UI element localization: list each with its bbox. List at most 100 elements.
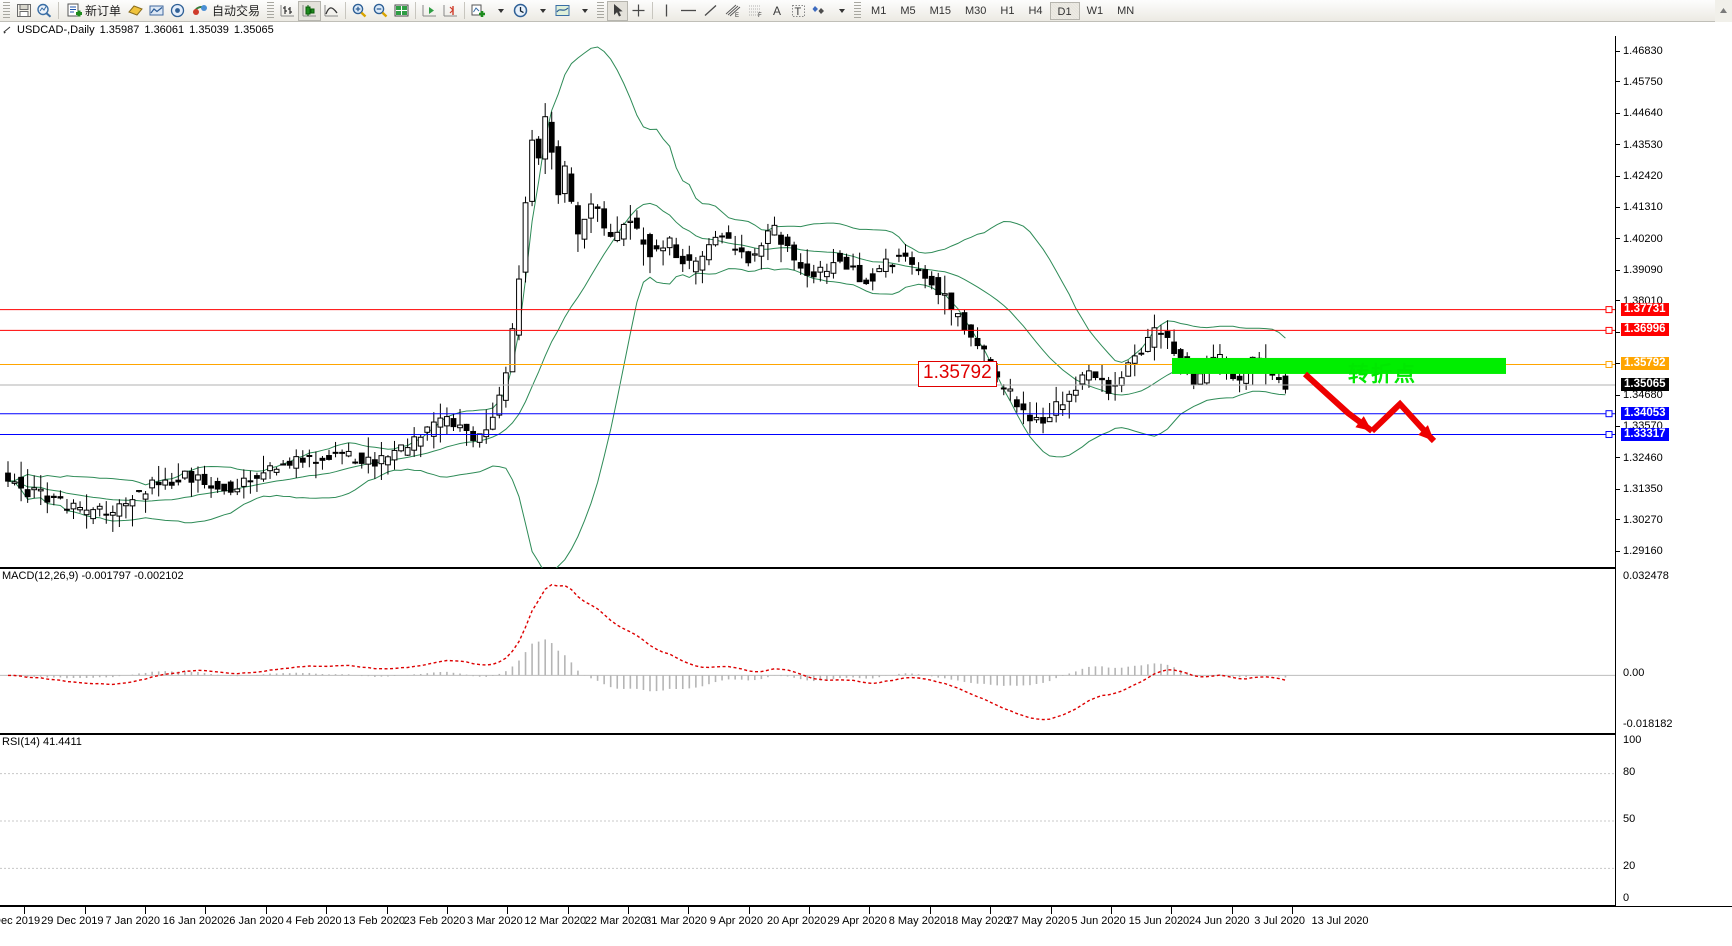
autoscroll-icon[interactable] [440,1,461,21]
time-tick-label: 31 Mar 2020 [645,915,707,927]
price-level-label-1.33317[interactable]: 1.33317 [1621,427,1669,441]
price-level-label-1.37731[interactable]: 1.37731 [1621,302,1669,316]
timeframe-m5[interactable]: M5 [900,4,916,17]
bar-chart-icon[interactable] [277,1,298,21]
crosshair-icon[interactable] [628,1,649,21]
toolbar-grip[interactable] [3,2,10,19]
time-tick-label: 20 Apr 2020 [767,915,827,927]
time-tick-mark [1110,907,1112,914]
svg-text:E: E [735,13,739,18]
time-tick-label: 13 Jul 2020 [1311,915,1369,927]
macd-pane[interactable]: MACD(12,26,9) -0.001797 -0.002102 [0,568,1615,734]
toolbar-grip-4[interactable] [854,2,862,19]
toolbar-separator-3 [415,2,417,19]
timeframe-w1[interactable]: W1 [1086,4,1104,17]
price-level-label-1.35065[interactable]: 1.35065 [1621,378,1669,392]
timeframe-m30[interactable]: M30 [965,4,987,17]
equidistant-channel-icon[interactable]: E [721,1,744,21]
shapes-icon[interactable] [809,1,830,21]
toolbar-grip-3[interactable] [597,2,605,19]
zoom-in-icon[interactable] [349,1,370,21]
red-down-arrow-2[interactable] [1369,399,1437,444]
toolbar-separator-5 [652,2,654,19]
time-tick-mark [809,907,811,914]
timeframe-h1[interactable]: H1 [1000,4,1015,17]
timeframe-m15[interactable]: M15 [929,4,951,17]
period-icon[interactable] [510,1,531,21]
time-tick-label: 4 Feb 2020 [285,915,342,927]
price-pane[interactable]: 1.35792 转折点 [0,36,1615,568]
macd-axis-zero: 0.00 [1623,667,1645,680]
text-icon[interactable]: A [767,1,788,21]
main-toolbar: 新订单 自动交易 [0,0,1732,22]
templates-dropdown-arrow[interactable] [573,1,594,21]
time-tick-label: 16 Jan 2020 [162,915,224,927]
chart-container[interactable]: 1.35792 转折点 MACD(12,26,9) -0.001797 -0.0… [0,36,1732,946]
shift-end-icon[interactable] [419,1,440,21]
time-tick-mark [326,907,328,914]
tile-windows-icon[interactable] [391,1,412,21]
price-tick: 1.46830 [1616,45,1663,57]
autotrading-button[interactable]: 自动交易 [188,1,264,21]
macd-label: MACD(12,26,9) -0.001797 -0.002102 [2,570,187,582]
timeframe-m1[interactable]: M1 [871,4,887,17]
time-tick-label: 24 Jun 2020 [1188,915,1250,927]
expert-advisor-icon[interactable] [125,1,146,21]
time-tick-label: 8 May 2020 [888,915,947,927]
price-level-label-1.35792[interactable]: 1.35792 [1621,357,1669,371]
time-tick-mark [1171,907,1173,914]
toolbar-separator-4 [464,2,466,19]
indicators-dropdown-arrow[interactable] [489,1,510,21]
time-tick-mark [929,907,931,914]
price-tick: 1.45750 [1616,76,1663,88]
time-tick-label: 9 Dec 2019 [0,915,41,927]
shapes-dropdown-arrow[interactable] [830,1,851,21]
timeframe-mn[interactable]: MN [1117,4,1135,17]
time-tick-mark [869,907,871,914]
fibonacci-retracement-icon[interactable]: F [744,1,767,21]
price-tick: 1.43530 [1616,139,1663,151]
text-label-icon[interactable]: T [788,1,809,21]
turning-point-annotation: 转折点 [1348,362,1417,386]
market-watch-icon[interactable] [34,1,55,21]
data-window-icon[interactable] [146,1,167,21]
rsi-axis-0: 0 [1623,892,1630,904]
rsi-pane[interactable]: RSI(14) 41.4411 [0,734,1615,906]
red-down-arrow-1[interactable] [1302,371,1374,434]
price-tick: 1.31350 [1616,483,1663,495]
new-order-button[interactable]: 新订单 [62,1,125,21]
horizontal-line-icon[interactable] [677,1,700,21]
green-zone-rectangle[interactable] [1172,357,1506,374]
window-scrollbar[interactable] [1715,0,1732,22]
zoom-out-icon[interactable] [370,1,391,21]
price-level-label-1.36996[interactable]: 1.36996 [1621,323,1669,337]
time-tick-mark [1292,907,1293,914]
time-tick-label: 23 Feb 2020 [403,915,466,927]
rsi-axis-100: 100 [1623,734,1642,746]
vertical-line-icon[interactable] [656,1,677,21]
time-tick-mark [507,907,509,914]
time-tick-mark [446,907,448,914]
save-icon[interactable] [13,1,34,21]
line-chart-icon[interactable] [321,1,342,21]
indicators-icon[interactable] [468,1,489,21]
timeframe-h4[interactable]: H4 [1028,4,1043,17]
time-tick-mark [990,907,992,914]
templates-icon[interactable] [552,1,573,21]
time-tick-mark [1231,907,1233,914]
timeframe-d1[interactable]: D1 [1049,1,1080,20]
candlestick-chart-icon[interactable] [298,0,322,21]
navigator-icon[interactable] [167,1,188,21]
price-tick: 1.41310 [1616,201,1663,213]
period-dropdown-arrow[interactable] [531,1,552,21]
price-level-label-1.34053[interactable]: 1.34053 [1621,406,1669,420]
cursor-icon[interactable] [607,0,629,21]
time-tick-mark [24,907,26,914]
trendline-icon[interactable] [700,1,721,21]
time-tick-label: 3 Mar 2020 [467,915,523,927]
toolbar-grip-2[interactable] [267,2,275,19]
svg-text:A: A [773,4,781,18]
rsi-label: RSI(14) 41.4411 [2,736,85,748]
price-axis[interactable]: 1.46830 1.45750 1.44640 1.43530 1.42420 1.413… [1615,36,1732,906]
